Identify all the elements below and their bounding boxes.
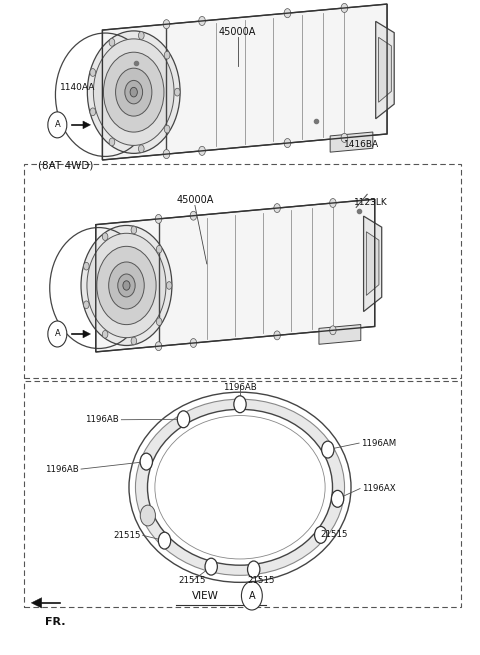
Text: 21515: 21515 (179, 576, 206, 585)
Text: FR.: FR. (46, 616, 66, 626)
Circle shape (156, 318, 162, 326)
Ellipse shape (108, 262, 144, 309)
Circle shape (140, 505, 156, 526)
Ellipse shape (130, 87, 137, 97)
Ellipse shape (125, 81, 143, 104)
Circle shape (284, 138, 291, 147)
Ellipse shape (135, 399, 345, 575)
Text: 21515: 21515 (321, 529, 348, 538)
Ellipse shape (94, 39, 174, 145)
Circle shape (138, 145, 144, 153)
Circle shape (156, 246, 162, 253)
Circle shape (102, 233, 108, 240)
Text: 1196AM: 1196AM (361, 439, 396, 447)
Text: A: A (54, 121, 60, 130)
Text: 1416BA: 1416BA (344, 140, 380, 149)
Circle shape (102, 331, 108, 338)
Circle shape (284, 9, 291, 18)
Circle shape (48, 321, 67, 347)
Circle shape (158, 532, 171, 549)
Circle shape (163, 20, 170, 29)
Circle shape (156, 342, 162, 350)
Circle shape (167, 282, 172, 290)
Ellipse shape (116, 68, 152, 116)
Circle shape (164, 51, 170, 59)
Text: 45000A: 45000A (219, 27, 256, 37)
Text: A: A (54, 329, 60, 339)
Circle shape (274, 204, 280, 212)
Circle shape (205, 558, 217, 575)
Circle shape (164, 125, 170, 133)
Polygon shape (363, 216, 382, 312)
Ellipse shape (147, 409, 333, 565)
Circle shape (109, 39, 115, 47)
Ellipse shape (118, 274, 135, 297)
Circle shape (322, 441, 334, 458)
Circle shape (330, 326, 336, 335)
Circle shape (177, 411, 190, 428)
Circle shape (84, 263, 89, 270)
Text: 1196AX: 1196AX (362, 484, 396, 493)
Circle shape (199, 16, 205, 26)
Polygon shape (376, 22, 394, 119)
Text: (8AT 4WD): (8AT 4WD) (38, 160, 94, 170)
Polygon shape (83, 121, 91, 129)
Circle shape (90, 108, 96, 116)
Circle shape (341, 134, 348, 142)
Circle shape (199, 146, 205, 155)
Text: 1196AB: 1196AB (223, 383, 257, 392)
Circle shape (131, 226, 137, 234)
Polygon shape (366, 232, 379, 295)
Circle shape (131, 337, 137, 345)
Ellipse shape (87, 31, 180, 153)
Circle shape (241, 582, 262, 610)
Circle shape (90, 69, 96, 77)
Text: 45000A: 45000A (176, 195, 214, 206)
Text: VIEW: VIEW (192, 591, 219, 601)
Circle shape (190, 212, 197, 220)
Ellipse shape (123, 281, 130, 290)
Polygon shape (379, 37, 391, 102)
Circle shape (190, 339, 197, 347)
Ellipse shape (97, 246, 156, 325)
Polygon shape (330, 132, 373, 152)
Circle shape (109, 138, 115, 146)
Circle shape (163, 149, 170, 159)
Circle shape (341, 3, 348, 12)
Text: 21515: 21515 (113, 531, 140, 540)
Circle shape (156, 214, 162, 223)
Polygon shape (31, 597, 42, 608)
Circle shape (234, 396, 246, 413)
Text: 1196AB: 1196AB (85, 415, 119, 424)
Ellipse shape (87, 233, 166, 338)
Ellipse shape (104, 52, 164, 132)
Circle shape (84, 301, 89, 309)
Text: 1140AA: 1140AA (60, 83, 96, 92)
Circle shape (138, 31, 144, 39)
Polygon shape (96, 199, 375, 352)
Polygon shape (319, 324, 361, 345)
Circle shape (140, 453, 153, 470)
Circle shape (174, 88, 180, 96)
Text: 1123LK: 1123LK (354, 198, 388, 207)
Text: A: A (249, 591, 255, 601)
Circle shape (48, 112, 67, 138)
Circle shape (314, 527, 327, 543)
Ellipse shape (81, 225, 172, 345)
Circle shape (248, 561, 260, 578)
Polygon shape (102, 4, 387, 160)
Circle shape (330, 198, 336, 208)
Circle shape (331, 491, 344, 507)
Polygon shape (83, 330, 91, 338)
Text: 21515: 21515 (248, 576, 275, 585)
Circle shape (274, 331, 280, 340)
Text: 1196AB: 1196AB (45, 464, 79, 474)
